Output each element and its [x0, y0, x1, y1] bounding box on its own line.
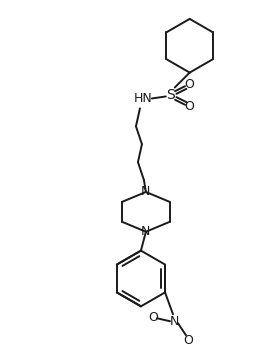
Text: O: O [183, 334, 193, 347]
Text: N: N [141, 185, 151, 198]
Text: HN: HN [134, 92, 152, 105]
Text: O: O [185, 78, 195, 91]
Text: S: S [166, 88, 175, 102]
Text: O: O [185, 100, 195, 113]
Text: N: N [141, 225, 151, 238]
Text: O: O [148, 311, 158, 324]
Text: N: N [169, 315, 179, 328]
